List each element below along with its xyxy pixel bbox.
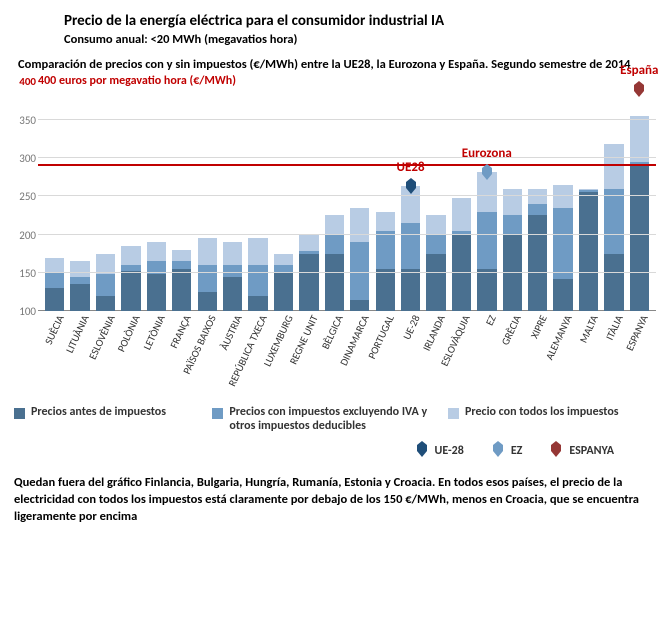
reference-line-label: 400 euros por megavatio hora (€/MWh) xyxy=(38,74,236,88)
chart-container: Precio de la energía eléctrica para el c… xyxy=(0,0,667,629)
legend-marker-label: EZ xyxy=(511,444,523,458)
bar xyxy=(474,81,499,311)
bar xyxy=(423,81,448,311)
x-tick-label: BÈLGICA xyxy=(319,313,346,351)
y-tick-label: 150 xyxy=(16,267,36,280)
legend-swatch-icon xyxy=(212,408,223,419)
bars-group xyxy=(42,81,652,311)
bar xyxy=(245,81,270,311)
x-tick-label: SUÈCIA xyxy=(42,313,67,346)
x-tick-label: ESPANYA xyxy=(623,313,651,353)
legend-label: Precios antes de impuestos xyxy=(31,405,166,419)
x-tick-label: XIPRE xyxy=(527,313,549,341)
bar xyxy=(449,81,474,311)
x-tick-label: LETÒNIA xyxy=(141,313,168,352)
legend-marker-label: ESPANYA xyxy=(569,444,614,458)
legend-item: Precios con impuestos excluyendo IVA y o… xyxy=(212,405,448,433)
x-tick-label: FRANÇA xyxy=(167,313,194,350)
ez-marker-icon xyxy=(479,164,495,180)
bar xyxy=(169,81,194,311)
bar xyxy=(601,81,626,311)
chart-plot-area: UE28EurozonaEspaña 100150200250300350400… xyxy=(14,81,656,311)
legend-marker-item: ESPANYA xyxy=(548,441,614,461)
legend-label: Precio con todos los impuestos xyxy=(465,405,619,419)
marker-callout: UE28 xyxy=(397,160,425,175)
chart-footnote: Quedan fuera del gráfico Finlancia, Bulg… xyxy=(14,475,653,526)
bar xyxy=(42,81,67,311)
bar xyxy=(296,81,321,311)
legend-series: Precios antes de impuestos Precios con im… xyxy=(14,405,634,433)
bar xyxy=(67,81,92,311)
legend-item: Precios antes de impuestos xyxy=(14,405,212,433)
plot: UE28EurozonaEspaña xyxy=(38,81,656,311)
bar xyxy=(372,81,397,311)
bar xyxy=(525,81,550,311)
legend-item: Precio con todos los impuestos xyxy=(448,405,634,433)
x-tick-label: ÀUSTRIA xyxy=(217,313,244,352)
bar xyxy=(220,81,245,311)
bar xyxy=(398,81,423,311)
bar xyxy=(118,81,143,311)
spain-legend-icon xyxy=(548,441,564,461)
bar xyxy=(195,81,220,311)
chart-title: Precio de la energía eléctrica para el c… xyxy=(64,12,653,30)
chart-description: Comparación de precios con y sin impuest… xyxy=(18,57,653,73)
x-axis-labels: SUÈCIALITUÀNIAESLOVÈNIAPOLÒNIALETÒNIAFRA… xyxy=(14,311,656,403)
bar xyxy=(627,81,652,311)
legend-label: Precios con impuestos excluyendo IVA y o… xyxy=(229,405,448,433)
y-tick-label: 400 xyxy=(16,75,36,88)
x-tick-label: MALTA xyxy=(576,313,600,345)
legend-swatch-icon xyxy=(448,408,459,419)
legend-markers: UE-28 EZ ESPANYA xyxy=(14,441,614,461)
ue28-marker-icon xyxy=(403,178,419,194)
bar xyxy=(550,81,575,311)
ue28-legend-icon xyxy=(414,441,430,461)
bar xyxy=(347,81,372,311)
chart-subtitle: Consumo anual: <20 MWh (megavatios hora) xyxy=(64,32,653,47)
bar xyxy=(271,81,296,311)
y-tick-label: 250 xyxy=(16,190,36,203)
x-tick-label: POLÒNIA xyxy=(114,313,142,354)
bar xyxy=(144,81,169,311)
x-tick-label: EZ xyxy=(483,313,499,328)
bar xyxy=(93,81,118,311)
bar xyxy=(322,81,347,311)
marker-callout: Eurozona xyxy=(462,146,512,161)
x-tick-label: LITUÀNIA xyxy=(63,313,92,355)
reference-line xyxy=(38,164,656,166)
x-tick-label: GRÈCIA xyxy=(499,313,524,347)
bar xyxy=(500,81,525,311)
legend-marker-label: UE-28 xyxy=(435,444,464,458)
y-tick-label: 300 xyxy=(16,152,36,165)
bar xyxy=(576,81,601,311)
y-tick-label: 200 xyxy=(16,229,36,242)
y-tick-label: 350 xyxy=(16,114,36,127)
legend-swatch-icon xyxy=(14,408,25,419)
x-tick-label: ITÀLIA xyxy=(603,313,626,342)
legend-marker-item: UE-28 xyxy=(414,441,464,461)
marker-callout: España xyxy=(620,63,658,78)
x-tick-label: UE-28 xyxy=(400,313,423,342)
spain-marker-icon xyxy=(631,81,647,97)
legend-marker-item: EZ xyxy=(490,441,523,461)
ez-legend-icon xyxy=(490,441,506,461)
